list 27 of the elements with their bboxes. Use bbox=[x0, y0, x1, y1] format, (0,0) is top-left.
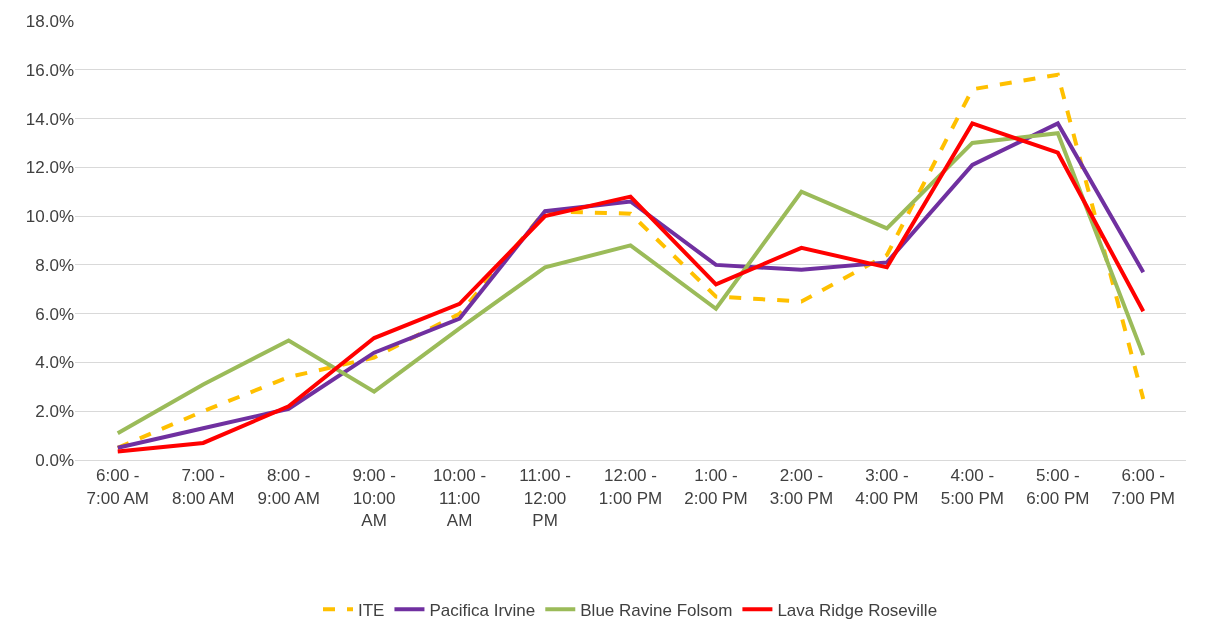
legend-label: Pacifica Irvine bbox=[429, 600, 536, 620]
legend-label: Blue Ravine Folsom bbox=[580, 600, 733, 620]
y-tick-label: 14.0% bbox=[25, 109, 74, 129]
y-tick-label: 18.0% bbox=[25, 11, 74, 31]
y-tick-label: 6.0% bbox=[35, 304, 74, 324]
y-tick-label: 2.0% bbox=[35, 402, 74, 422]
x-tick-label: 8:00 - 9:00 AM bbox=[257, 466, 320, 508]
x-tick-label: 1:00 - 2:00 PM bbox=[684, 466, 748, 508]
x-tick-label: 12:00 - 1:00 PM bbox=[598, 466, 663, 508]
x-tick-label: 4:00 - 5:00 PM bbox=[940, 466, 1005, 508]
y-tick-label: 8.0% bbox=[35, 255, 74, 275]
x-tick-label: 7:00 - 8:00 AM bbox=[172, 466, 235, 508]
y-tick-label: 16.0% bbox=[25, 60, 74, 80]
legend-label: ITE bbox=[358, 600, 385, 620]
y-tick-label: 12.0% bbox=[25, 158, 74, 178]
x-tick-label: 6:00 - 7:00 PM bbox=[1111, 466, 1175, 508]
x-tick-label: 9:00 - 10:00 AM bbox=[352, 466, 396, 530]
x-tick-label: 3:00 - 4:00 PM bbox=[855, 466, 919, 508]
y-tick-label: 4.0% bbox=[35, 353, 74, 373]
y-tick-label: 10.0% bbox=[25, 207, 74, 227]
legend-label: Lava Ridge Roseville bbox=[777, 600, 938, 620]
x-tick-label: 10:00 - 11:00 AM bbox=[433, 466, 487, 530]
x-tick-label: 5:00 - 6:00 PM bbox=[1026, 466, 1090, 508]
x-tick-label: 6:00 - 7:00 AM bbox=[86, 466, 149, 508]
y-tick-label: 0.0% bbox=[35, 450, 74, 470]
x-tick-label: 11:00 - 12:00 PM bbox=[519, 466, 571, 530]
x-tick-label: 2:00 - 3:00 PM bbox=[769, 466, 834, 508]
